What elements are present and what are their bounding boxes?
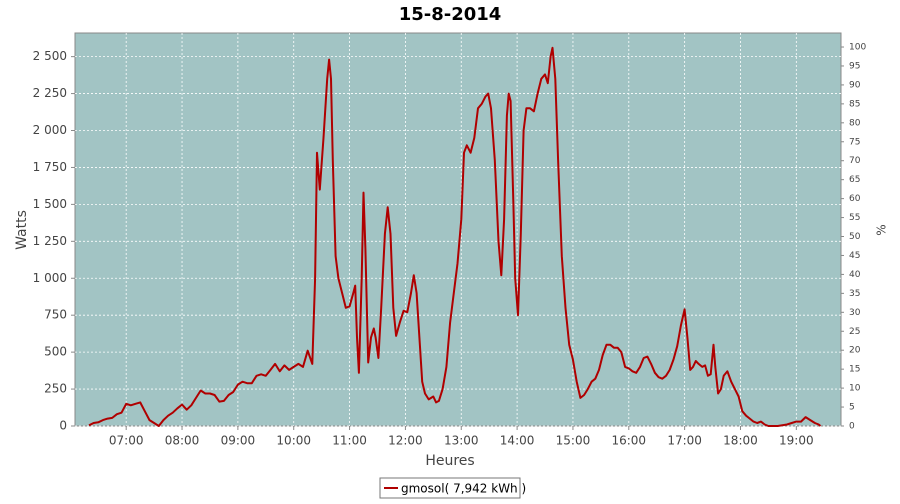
y-tick-label: 2 250 <box>33 86 67 100</box>
x-tick-label: 18:00 <box>723 434 758 448</box>
y2-tick-label: 10 <box>849 384 861 394</box>
chart-title: 15-8-2014 <box>399 4 502 25</box>
y-tick-label: 0 <box>59 419 67 433</box>
y2-tick-label: 60 <box>849 194 861 204</box>
y2-tick-label: 55 <box>849 213 860 223</box>
legend-label: gmosol( 7,942 kWh ) <box>401 482 526 496</box>
y2-axis-label: % <box>875 224 889 235</box>
y-tick-label: 1 750 <box>33 160 67 174</box>
x-tick-label: 15:00 <box>556 434 591 448</box>
y-tick-label: 1 250 <box>33 234 67 248</box>
y2-tick-label: 50 <box>849 232 861 242</box>
y-tick-label: 1 500 <box>33 197 67 211</box>
y2-tick-label: 100 <box>849 43 866 53</box>
x-tick-label: 10:00 <box>276 434 311 448</box>
y-tick-label: 2 500 <box>33 49 67 63</box>
y-tick-label: 1 000 <box>33 271 67 285</box>
x-tick-label: 07:00 <box>109 434 144 448</box>
x-tick-label: 16:00 <box>611 434 646 448</box>
legend-box <box>379 477 521 499</box>
x-tick-label: 19:00 <box>779 434 814 448</box>
y2-tick-label: 35 <box>849 289 860 299</box>
y2-tick-label: 95 <box>849 61 860 71</box>
y-tick-label: 750 <box>44 308 67 322</box>
y2-tick-label: 45 <box>849 251 860 261</box>
x-tick-label: 17:00 <box>667 434 702 448</box>
y2-tick-label: 70 <box>849 156 861 166</box>
y-tick-label: 250 <box>44 382 67 396</box>
series-line <box>88 46 822 427</box>
y2-tick-label: 15 <box>849 365 860 375</box>
y2-tick-label: 25 <box>849 327 860 337</box>
y2-tick-label: 0 <box>849 422 855 432</box>
x-tick-label: 11:00 <box>332 434 367 448</box>
x-tick-label: 08:00 <box>165 434 200 448</box>
x-tick-label: 14:00 <box>500 434 535 448</box>
x-axis-label: Heures <box>425 453 474 469</box>
x-tick-label: 12:00 <box>388 434 423 448</box>
y2-tick-label: 75 <box>849 137 860 147</box>
y2-tick-label: 80 <box>849 118 861 128</box>
y2-tick-label: 5 <box>849 403 855 413</box>
x-tick-label: 13:00 <box>444 434 479 448</box>
y-tick-label: 2 000 <box>33 123 67 137</box>
y2-tick-label: 30 <box>849 308 861 318</box>
y2-tick-label: 90 <box>849 80 861 90</box>
y-axis-label: Watts <box>14 210 30 250</box>
y2-tick-label: 65 <box>849 175 860 185</box>
y2-tick-label: 85 <box>849 99 860 109</box>
y2-tick-label: 40 <box>849 270 861 280</box>
y-tick-label: 500 <box>44 345 67 359</box>
y2-tick-label: 20 <box>849 346 861 356</box>
x-tick-label: 09:00 <box>221 434 256 448</box>
plot-area <box>74 32 842 427</box>
